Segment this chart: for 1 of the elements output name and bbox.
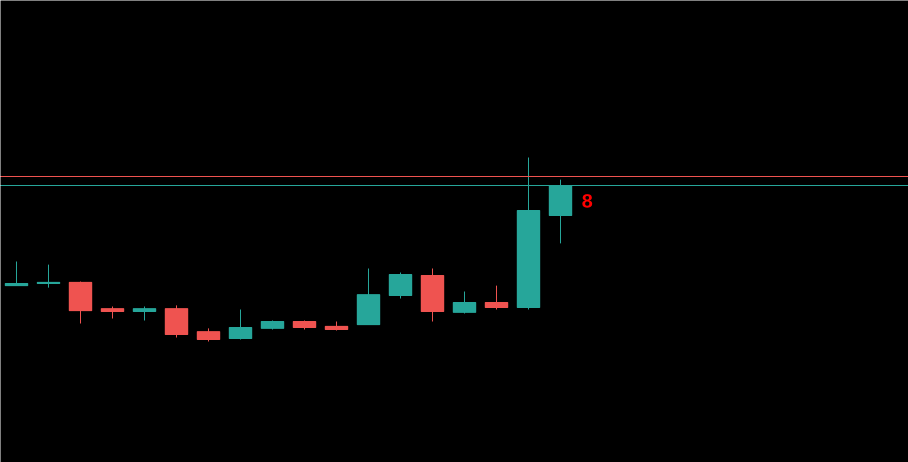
text: 8 bbox=[581, 191, 594, 214]
